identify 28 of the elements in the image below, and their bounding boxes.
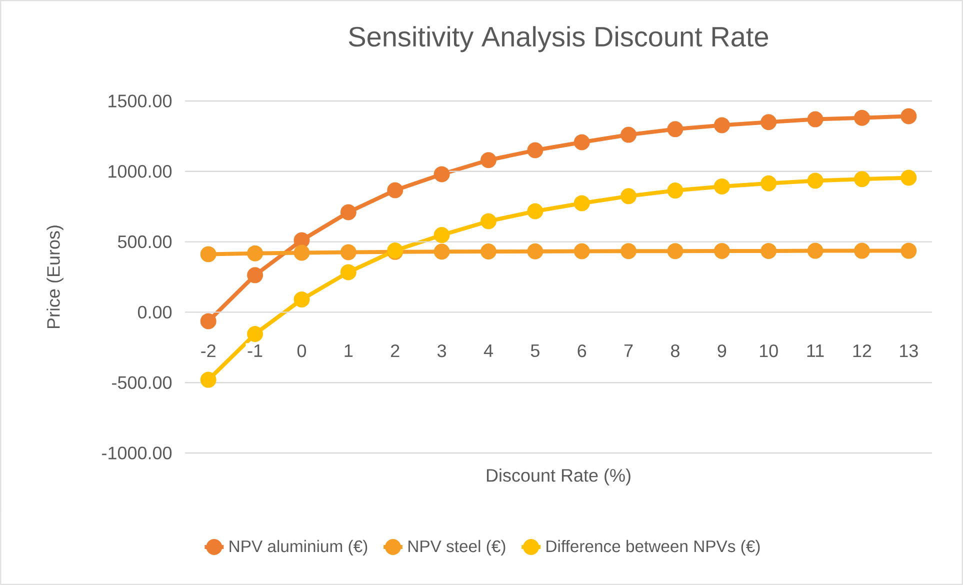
- x-axis-title: Discount Rate (%): [486, 468, 630, 486]
- x-tick-label: 12: [853, 344, 872, 358]
- x-tick-label: 1: [344, 344, 353, 357]
- y-tick-label: 1000.00: [108, 165, 172, 178]
- legend-label: NPV steel (€): [408, 540, 506, 556]
- x-tick-label: 10: [760, 344, 778, 358]
- legend-label: NPV aluminium (€): [230, 540, 368, 556]
- x-tick-label: 7: [624, 344, 633, 357]
- y-axis-title: Price (Euros): [46, 226, 64, 328]
- chart-title: Sensitivity Analysis Discount Rate: [348, 26, 768, 52]
- y-tick-label: 0.00: [138, 306, 172, 319]
- y-tick-label: -1000.00: [102, 446, 172, 460]
- y-tick-label: 1500.00: [108, 94, 172, 108]
- x-tick-label: 11: [807, 344, 824, 357]
- x-tick-label: 5: [530, 344, 540, 358]
- x-tick-label: 4: [484, 344, 493, 357]
- x-tick-label: 8: [670, 344, 680, 358]
- y-tick-label: 500.00: [118, 235, 172, 248]
- x-tick-label: 3: [437, 344, 446, 358]
- x-tick-label: 13: [900, 344, 918, 358]
- y-tick-label: -500.00: [112, 376, 172, 389]
- x-tick-label: 2: [390, 344, 400, 358]
- x-tick-label: -1: [248, 344, 262, 357]
- x-tick-label: 6: [578, 344, 586, 358]
- x-tick-label: 9: [718, 344, 726, 358]
- x-tick-label: 0: [297, 344, 306, 358]
- x-tick-label: -2: [201, 344, 216, 358]
- legend-label: Difference between NPVs (€): [546, 540, 760, 556]
